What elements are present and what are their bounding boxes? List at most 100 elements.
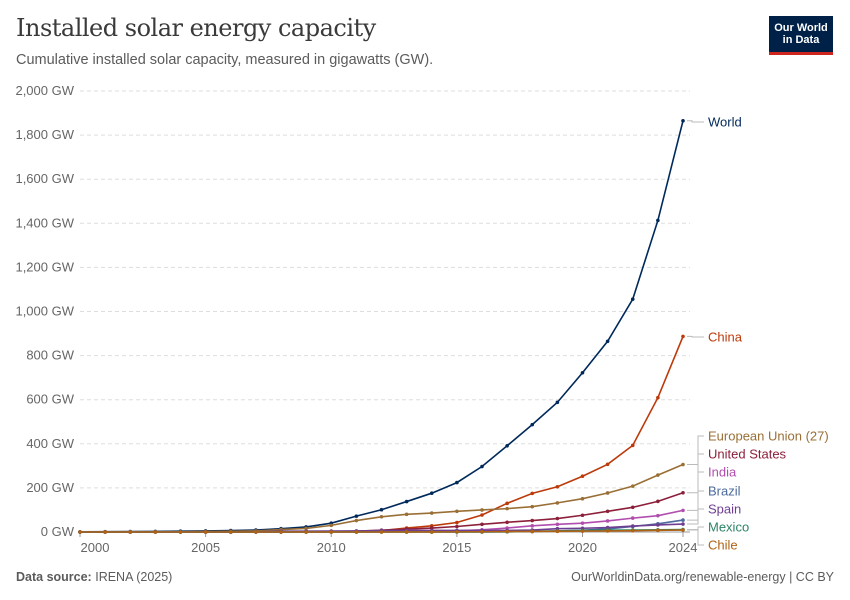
data-point: [681, 518, 685, 522]
y-tick-label: 1,800 GW: [15, 127, 74, 142]
data-point: [404, 512, 409, 517]
y-tick-label: 1,200 GW: [15, 259, 74, 274]
data-point: [429, 511, 434, 515]
series-line-united-states: [80, 491, 684, 533]
data-point: [681, 490, 685, 495]
data-point: [354, 514, 359, 518]
data-point: [580, 521, 585, 525]
legend-label: Mexico: [708, 520, 749, 535]
data-point: [555, 516, 560, 521]
data-point: [530, 524, 535, 528]
data-point: [681, 528, 685, 532]
data-point: [555, 400, 560, 405]
data-point: [254, 530, 258, 534]
legend-connector: [687, 453, 704, 494]
legend-connector: [687, 335, 704, 338]
data-point: [505, 529, 509, 534]
data-point: [505, 501, 509, 506]
data-point: [354, 518, 359, 523]
data-point: [656, 218, 660, 223]
data-point: [630, 484, 635, 488]
y-tick-label: 600 GW: [26, 392, 74, 407]
legend-connector: [687, 526, 704, 531]
data-point: [153, 530, 158, 534]
data-point: [178, 530, 183, 534]
data-point: [605, 529, 610, 533]
y-tick-label: 400 GW: [26, 436, 74, 451]
data-point: [455, 509, 459, 514]
series-line-world: [79, 120, 684, 533]
x-tick-label: 2015: [442, 540, 471, 555]
data-point: [656, 523, 660, 527]
data-point: [580, 370, 585, 375]
x-tick-label: 2020: [568, 540, 597, 555]
data-point: [555, 529, 560, 534]
data-point: [279, 530, 283, 534]
data-point: [555, 501, 560, 505]
data-point: [379, 530, 384, 534]
x-tick-label: 2024: [669, 540, 698, 555]
data-point: [480, 529, 484, 534]
data-point: [505, 520, 509, 525]
data-point: [128, 530, 133, 534]
data-point: [429, 491, 434, 495]
y-tick-label: 2,000 GW: [15, 83, 74, 98]
data-point: [480, 522, 484, 527]
data-point: [580, 513, 585, 518]
data-point: [530, 422, 535, 427]
data-point: [480, 464, 484, 469]
data-point: [530, 504, 535, 509]
series-line-china: [80, 336, 684, 533]
data-point: [605, 509, 610, 514]
legend-connector: [687, 529, 704, 546]
data-point: [480, 508, 484, 512]
legend-label: European Union (27): [708, 429, 829, 444]
x-tick-label: 2005: [191, 540, 220, 555]
data-point: [379, 514, 384, 519]
data-point: [404, 530, 409, 534]
data-point: [605, 491, 610, 495]
data-point: [530, 518, 535, 523]
data-point: [681, 118, 685, 123]
legend-connector: [687, 508, 704, 525]
legend-label: United States: [708, 447, 787, 462]
data-point: [304, 530, 308, 534]
data-source: Data source: IRENA (2025): [16, 570, 172, 584]
data-point: [329, 523, 334, 528]
y-tick-label: 1,000 GW: [15, 304, 74, 319]
legend-label: Brazil: [708, 484, 741, 499]
data-point: [78, 530, 82, 534]
data-point: [656, 513, 660, 518]
data-point: [480, 513, 484, 517]
data-point: [630, 297, 635, 301]
chart-title: Installed solar energy capacity: [16, 14, 376, 42]
legend-label: China: [708, 330, 743, 345]
data-point: [605, 339, 610, 344]
data-point: [455, 524, 459, 529]
data-point: [656, 395, 660, 400]
data-point: [630, 505, 635, 510]
x-tick-label: 2010: [317, 540, 346, 555]
data-point: [455, 530, 459, 534]
data-point: [555, 522, 560, 527]
owid-logo[interactable]: Our World in Data: [769, 16, 833, 55]
data-point: [681, 462, 685, 467]
data-point: [580, 496, 585, 501]
y-tick-label: 1,600 GW: [15, 171, 74, 186]
data-point: [505, 443, 509, 448]
data-point: [429, 530, 434, 534]
source-label: Data source:: [16, 570, 92, 584]
legend-label: Chile: [708, 538, 738, 553]
source-url-link[interactable]: OurWorldinData.org/renewable-energy | CC…: [571, 570, 834, 584]
data-point: [505, 506, 509, 511]
legend-connector: [687, 490, 704, 521]
data-point: [103, 530, 107, 534]
data-point: [530, 491, 535, 496]
legend-connector: [687, 435, 704, 466]
y-tick-label: 1,400 GW: [15, 215, 74, 230]
source-value: IRENA (2025): [95, 570, 173, 584]
data-point: [354, 530, 359, 534]
data-point: [630, 516, 635, 520]
data-point: [379, 507, 384, 512]
